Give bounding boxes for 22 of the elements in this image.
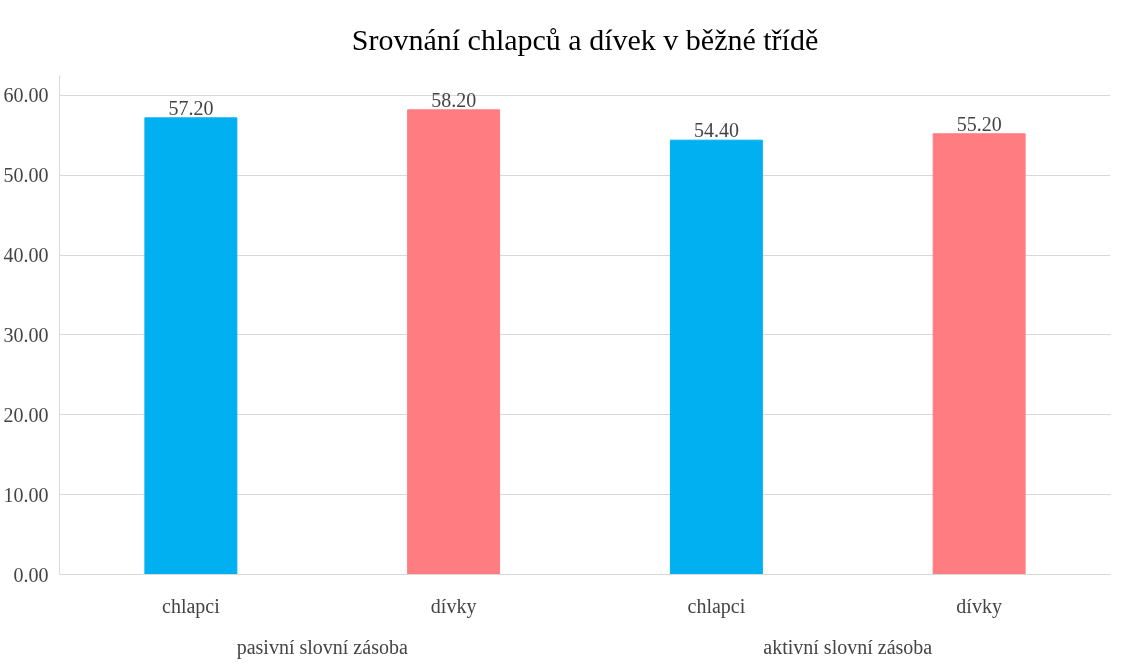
bar (932, 133, 1026, 575)
x-tick-label: chlapci (162, 594, 221, 618)
y-tick-label: 0.00 (13, 563, 49, 586)
y-tick-label: 40.00 (3, 244, 49, 267)
data-label: 55.20 (956, 112, 1002, 135)
data-label: 57.20 (168, 96, 214, 119)
data-label: 58.20 (431, 88, 477, 111)
bar (407, 109, 501, 575)
y-tick-label: 50.00 (3, 164, 49, 187)
bar (669, 139, 763, 575)
x-tick-label: dívky (956, 594, 1002, 618)
y-tick-label: 20.00 (3, 403, 49, 426)
bar (144, 117, 238, 575)
x-tick-label: chlapci (687, 594, 746, 618)
data-label: 54.40 (693, 119, 739, 142)
x-tick-label: dívky (430, 594, 477, 618)
y-tick-label: 60.00 (3, 84, 49, 107)
y-tick-label: 10.00 (3, 483, 49, 506)
y-tick-label: 30.00 (3, 323, 49, 346)
chart-title: Srovnání chlapců a dívek v běžné třídě (351, 22, 819, 56)
text: aktivní slovní zásoba (763, 635, 933, 658)
text: pasivní slovní zásoba (236, 635, 408, 659)
